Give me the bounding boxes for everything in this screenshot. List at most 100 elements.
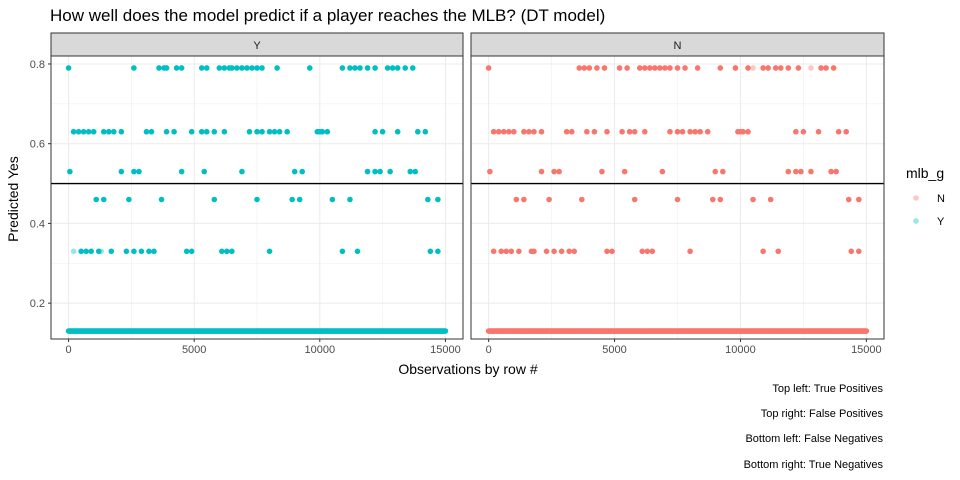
data-point — [777, 65, 784, 71]
data-point — [667, 65, 673, 71]
data-point — [490, 128, 497, 135]
data-point — [644, 248, 651, 255]
data-point — [856, 248, 862, 255]
data-point — [631, 128, 638, 135]
data-point — [329, 196, 336, 203]
data-point — [863, 328, 870, 334]
data-point — [389, 65, 396, 71]
data-point — [105, 128, 112, 135]
data-point — [636, 65, 643, 71]
data-point — [793, 128, 799, 135]
data-point — [828, 168, 834, 175]
data-point — [765, 65, 771, 71]
data-point — [299, 168, 306, 175]
data-point — [148, 128, 155, 135]
data-point — [531, 128, 537, 135]
data-point — [823, 65, 829, 71]
data-point — [324, 128, 331, 135]
data-point — [136, 168, 142, 175]
data-point — [85, 128, 92, 135]
legend-key — [913, 195, 919, 201]
data-point — [271, 128, 278, 135]
data-point — [652, 65, 658, 71]
legend-key — [913, 218, 919, 224]
data-point — [732, 65, 739, 71]
data-point — [551, 168, 557, 175]
data-point — [551, 248, 557, 255]
data-point — [221, 128, 228, 135]
data-point — [649, 248, 656, 255]
data-point — [619, 128, 625, 135]
data-point — [538, 168, 545, 175]
data-point — [216, 65, 223, 71]
data-point — [126, 196, 132, 203]
data-point — [100, 196, 107, 203]
data-point — [291, 168, 298, 175]
data-point — [364, 168, 371, 175]
data-point — [372, 128, 378, 135]
data-point — [531, 248, 537, 255]
data-point — [760, 248, 766, 255]
data-point — [131, 168, 137, 175]
data-point — [372, 168, 378, 175]
data-point — [641, 128, 648, 135]
data-point — [795, 65, 802, 71]
data-point-faint — [808, 65, 814, 71]
data-point — [674, 196, 681, 203]
legend-entry-n: N — [907, 189, 945, 207]
data-point — [249, 65, 255, 71]
x-tick-label: 15000 — [851, 344, 882, 356]
data-point — [815, 128, 822, 135]
data-point — [563, 128, 570, 135]
data-point — [717, 65, 724, 71]
data-point — [394, 65, 401, 71]
data-point — [339, 65, 346, 71]
data-point — [254, 196, 260, 203]
data-point — [830, 65, 837, 71]
data-point — [521, 128, 527, 135]
caption-true-negatives: Bottom right: True Negatives — [743, 459, 883, 471]
data-point — [621, 168, 628, 175]
facet-panels: Y 0 5000 10000 15000 0.2 0.4 0.6 0.8 N 0 5000 10000 1… — [30, 32, 885, 356]
x-axis-title: Observations by row # — [398, 361, 537, 377]
data-point — [521, 196, 527, 203]
data-point — [211, 196, 218, 203]
data-point — [584, 128, 590, 135]
data-point — [646, 65, 653, 71]
data-point — [284, 128, 290, 135]
data-point — [229, 248, 235, 255]
y-tick-label: 0.2 — [30, 298, 45, 310]
data-point — [203, 128, 210, 135]
data-point-faint — [440, 328, 446, 334]
panel-y: Y 0 5000 10000 15000 0.2 0.4 0.6 0.8 — [30, 32, 464, 356]
data-point — [306, 65, 313, 71]
legend-key-background — [907, 189, 925, 207]
data-point — [229, 65, 235, 71]
data-point — [173, 65, 180, 71]
data-point-faint — [750, 65, 756, 71]
data-point — [659, 168, 666, 175]
data-point — [624, 65, 630, 71]
data-point — [171, 128, 177, 135]
data-point — [594, 65, 600, 71]
data-point — [767, 196, 774, 203]
data-point — [364, 65, 371, 71]
data-point — [581, 65, 588, 71]
data-point — [67, 168, 73, 175]
data-point — [259, 128, 265, 135]
data-point — [442, 328, 449, 334]
data-point — [352, 65, 358, 71]
data-point — [394, 128, 401, 135]
data-point — [158, 196, 165, 203]
data-point — [108, 248, 115, 255]
data-point — [760, 65, 766, 71]
data-point — [558, 248, 565, 255]
data-point — [347, 196, 353, 203]
data-point — [254, 65, 260, 71]
data-point — [579, 196, 585, 203]
data-point — [601, 65, 608, 71]
data-points — [485, 65, 870, 334]
data-point — [657, 65, 663, 71]
data-point — [692, 128, 698, 135]
data-point — [435, 248, 441, 255]
